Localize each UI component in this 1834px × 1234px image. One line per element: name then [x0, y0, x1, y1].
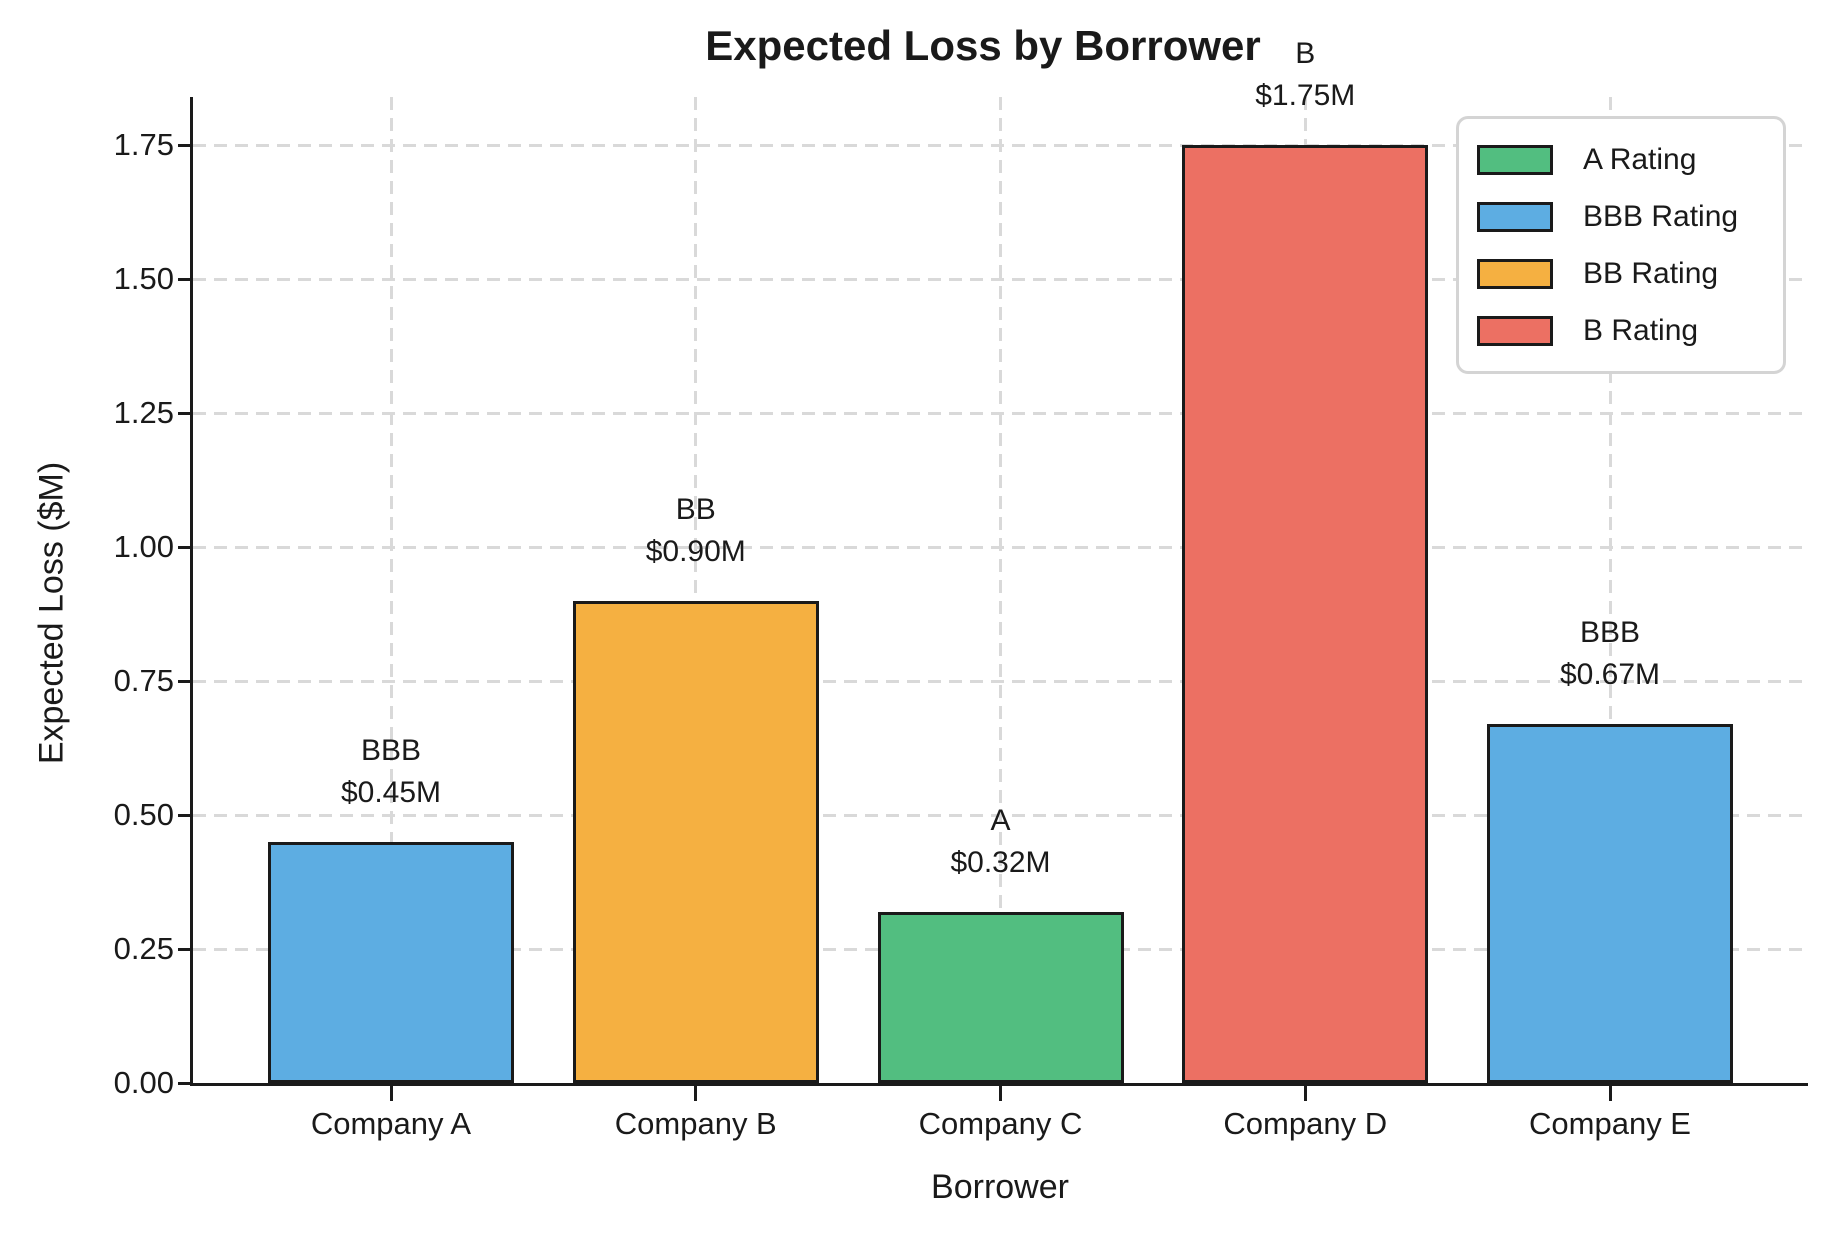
xtick-label-company-e: Company E	[1529, 1106, 1691, 1141]
ytick-mark-0.75	[178, 679, 193, 683]
bar-rating-company-a: BBB	[360, 733, 422, 767]
bar-label-company-a: BBB $0.45M	[231, 730, 551, 814]
xtick-mark-company-d	[1303, 1086, 1307, 1101]
bar-company-a	[268, 841, 514, 1083]
ytick-mark-0.25	[178, 947, 193, 951]
bar-value-company-c: $0.32M	[950, 845, 1051, 879]
ytick-label-1.50: 1.50	[113, 261, 174, 297]
bar-label-company-e: BBB $0.67M	[1450, 612, 1770, 696]
bar-value-company-a: $0.45M	[340, 775, 442, 809]
ytick-mark-0.00	[178, 1081, 193, 1085]
x-axis-label: Borrower	[931, 1168, 1069, 1206]
bar-label-company-c: A $0.32M	[841, 800, 1161, 884]
chart-title: Expected Loss by Borrower	[705, 22, 1261, 69]
bar-label-company-d: B $1.75M	[1145, 33, 1465, 117]
bar-rating-company-b: BB	[675, 492, 716, 526]
ytick-mark-1.00	[178, 545, 193, 549]
ytick-mark-1.50	[178, 277, 193, 281]
xtick-label-company-d: Company D	[1223, 1106, 1388, 1141]
legend-swatch-a-rating	[1477, 144, 1553, 175]
legend-row-bbb-rating: BBB Rating	[1477, 188, 1765, 245]
bar-rating-company-c: A	[990, 803, 1011, 837]
gridline-v-company-b	[694, 97, 698, 1083]
xtick-mark-company-a	[389, 1086, 393, 1101]
ytick-mark-1.75	[178, 143, 193, 147]
bar-label-company-b: BB $0.90M	[536, 489, 856, 573]
ytick-label-1.75: 1.75	[113, 127, 174, 163]
gridline-v-company-a	[389, 97, 393, 1083]
bar-company-c	[877, 911, 1124, 1083]
legend-label-a-rating: A Rating	[1583, 142, 1697, 176]
ytick-label-0.25: 0.25	[113, 931, 174, 967]
gridline-v-company-c	[999, 97, 1002, 1083]
y-axis-spine	[190, 97, 193, 1086]
ytick-label-0.75: 0.75	[113, 663, 174, 699]
xtick-label-company-c: Company C	[918, 1106, 1083, 1141]
xtick-label-company-b: Company B	[614, 1106, 777, 1141]
legend-label-bbb-rating: BBB Rating	[1583, 199, 1739, 233]
legend-swatch-bb-rating	[1477, 258, 1553, 289]
legend: A Rating BBB Rating BB Rating B Rating	[1456, 116, 1786, 374]
legend-label-bb-rating: BB Rating	[1583, 256, 1719, 290]
legend-row-a-rating: A Rating	[1477, 131, 1765, 188]
ytick-label-0.50: 0.50	[113, 797, 174, 833]
xtick-mark-company-c	[999, 1086, 1002, 1101]
bar-value-company-e: $0.67M	[1559, 657, 1661, 691]
bar-company-d	[1182, 145, 1429, 1083]
legend-swatch-bbb-rating	[1477, 201, 1553, 232]
legend-swatch-b-rating	[1477, 315, 1553, 346]
legend-label-b-rating: B Rating	[1583, 313, 1699, 347]
bar-value-company-d: $1.75M	[1255, 79, 1356, 113]
xtick-mark-company-b	[694, 1086, 698, 1101]
bar-value-company-b: $0.90M	[645, 534, 746, 568]
bar-company-b	[572, 600, 819, 1083]
xtick-label-company-a: Company A	[310, 1106, 472, 1141]
gridline-v-company-e	[1608, 97, 1612, 1083]
ytick-label-1.00: 1.00	[113, 529, 174, 565]
ytick-mark-1.25	[178, 411, 193, 415]
ytick-label-1.25: 1.25	[113, 395, 174, 431]
legend-row-b-rating: B Rating	[1477, 302, 1765, 359]
bar-rating-company-d: B	[1295, 37, 1316, 71]
ytick-mark-0.50	[178, 813, 193, 817]
ytick-label-0.00: 0.00	[113, 1065, 174, 1100]
legend-row-bb-rating: BB Rating	[1477, 245, 1765, 302]
xtick-mark-company-e	[1608, 1086, 1612, 1101]
bar-rating-company-e: BBB	[1579, 615, 1641, 649]
x-axis-spine	[190, 1083, 1808, 1086]
bar-company-e	[1487, 723, 1733, 1083]
